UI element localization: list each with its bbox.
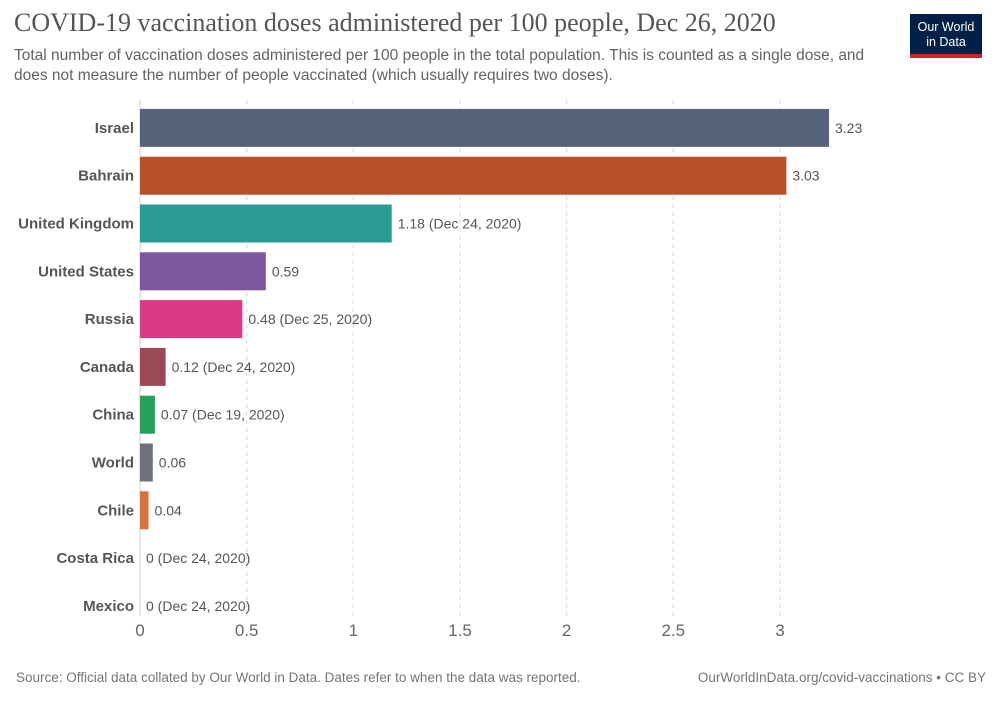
bar-chart: Israel 3.23 Bahrain 3.03 United Kingdom 1.18 … xyxy=(18,100,862,640)
x-tick-label: 2.5 xyxy=(661,621,685,640)
value-label: 0.48 (Dec 25, 2020) xyxy=(248,311,372,327)
bar-world xyxy=(140,443,153,482)
x-tick-label: 3 xyxy=(775,621,784,640)
value-label: 0.04 xyxy=(155,502,182,518)
value-label: 3.23 xyxy=(835,120,862,136)
chart-title: COVID-19 vaccination doses administered … xyxy=(14,8,776,37)
category-label: Israel xyxy=(95,120,134,137)
owid-logo[interactable]: Our World in Data xyxy=(910,14,982,58)
category-label: Costa Rica xyxy=(56,550,134,567)
value-label: 0 (Dec 24, 2020) xyxy=(146,598,250,614)
x-tick-label: 2 xyxy=(562,621,571,640)
category-label: World xyxy=(92,455,134,472)
x-tick-label: 0 xyxy=(135,621,144,640)
logo-line-1: Our World xyxy=(917,20,975,34)
category-label: United Kingdom xyxy=(18,216,134,233)
value-label: 0.06 xyxy=(159,455,186,471)
x-tick-label: 0.5 xyxy=(235,621,259,640)
bar-bahrain xyxy=(140,156,787,195)
value-label: 0.59 xyxy=(272,263,299,279)
bar-china xyxy=(140,395,155,434)
category-label: China xyxy=(92,407,134,424)
bar-chile xyxy=(140,491,149,530)
category-label: Bahrain xyxy=(78,168,134,185)
value-label: 3.03 xyxy=(792,168,819,184)
credit-link[interactable]: OurWorldInData.org/covid-vaccinations • … xyxy=(697,670,986,685)
chart-subtitle: Total number of vaccination doses admini… xyxy=(14,47,865,84)
value-label: 0 (Dec 24, 2020) xyxy=(146,550,250,566)
bar-united-states xyxy=(140,252,266,291)
value-label: 1.18 (Dec 24, 2020) xyxy=(398,216,522,232)
category-label: United States xyxy=(38,263,134,280)
bar-russia xyxy=(140,300,243,339)
category-label: Russia xyxy=(85,311,135,328)
value-label: 0.12 (Dec 24, 2020) xyxy=(172,359,296,375)
bar-united-kingdom xyxy=(140,204,392,243)
bar-israel xyxy=(140,108,829,147)
bar-canada xyxy=(140,347,166,386)
category-label: Canada xyxy=(80,359,135,376)
source-note: Source: Official data collated by Our Wo… xyxy=(16,670,581,685)
x-tick-label: 1.5 xyxy=(448,621,472,640)
category-label: Chile xyxy=(97,502,134,519)
category-label: Mexico xyxy=(83,598,134,615)
value-label: 0.07 (Dec 19, 2020) xyxy=(161,407,285,423)
x-tick-label: 1 xyxy=(349,621,358,640)
logo-line-2: in Data xyxy=(926,35,966,49)
